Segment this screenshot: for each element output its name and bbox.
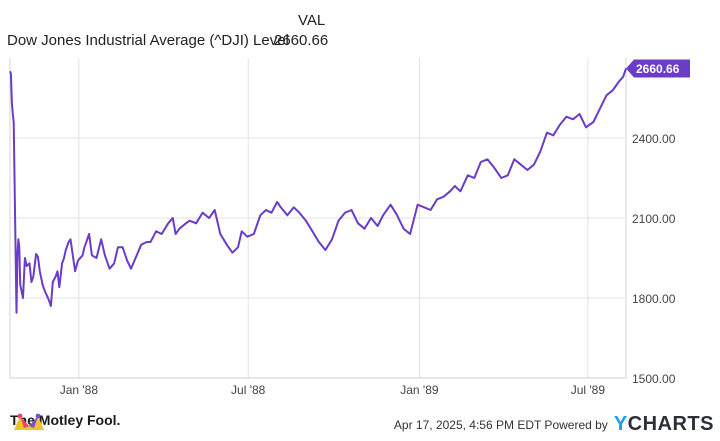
x-tick-label: Jul '88	[231, 383, 266, 397]
series-line	[9, 68, 627, 314]
y-tick-label: 1800.00	[632, 292, 676, 306]
credit-text: Apr 17, 2025, 4:56 PM EDT Powered by	[393, 417, 608, 432]
y-tick-label: 2100.00	[632, 212, 676, 226]
footer-credit: Apr 17, 2025, 4:56 PM EDT Powered by YCH…	[394, 413, 714, 436]
ycharts-logo-text: CHARTS	[627, 413, 714, 435]
y-tick-label: 2400.00	[632, 132, 676, 146]
motley-fool-logo: The Motley Fool.	[10, 412, 120, 430]
last-value-flag-label: 2660.66	[636, 62, 680, 76]
jester-hat-icon	[14, 413, 44, 430]
x-tick-label: Jan '88	[60, 383, 99, 397]
x-tick-label: Jul '89	[571, 383, 606, 397]
series-name: Dow Jones Industrial Average (^DJI) Leve…	[7, 32, 289, 49]
ycharts-logo-y: Y	[613, 413, 628, 435]
x-tick-label: Jan '89	[400, 383, 439, 397]
y-tick-label: 1500.00	[632, 372, 676, 386]
line-chart: 1500.00 1800.00 2100.00 2400.00 Jan '88 Jul '…	[9, 58, 690, 397]
last-value-flag	[626, 59, 690, 78]
last-value: 2660.66	[274, 32, 329, 49]
ycharts-logo: YCHARTS	[614, 413, 714, 436]
header-val-label: VAL	[298, 12, 326, 29]
